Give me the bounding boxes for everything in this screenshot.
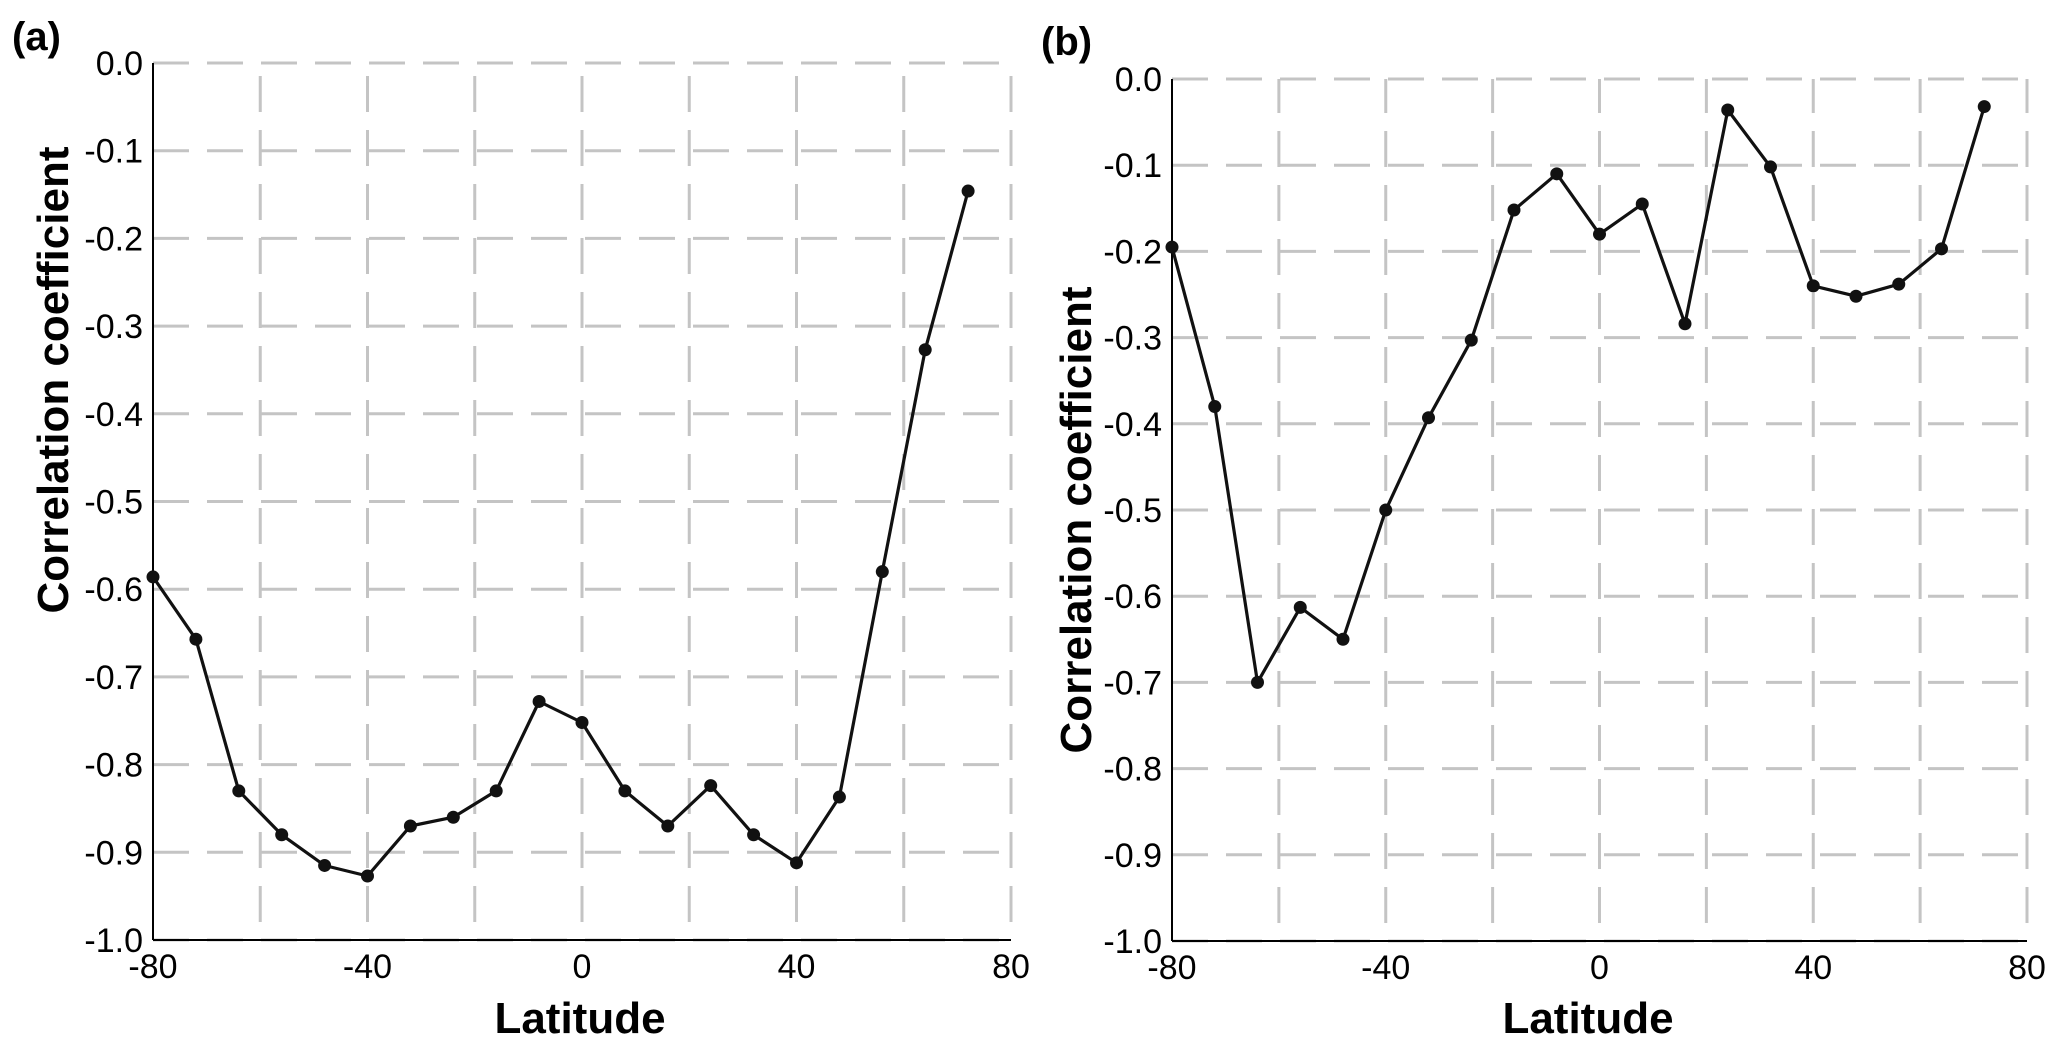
x-tick-label: 40 xyxy=(778,948,816,986)
x-tick-label: -40 xyxy=(343,948,392,986)
data-point xyxy=(1935,242,1948,256)
data-point xyxy=(1635,197,1649,211)
chart-a-svg: (a) Latitude Correlation coefficient 0.0… xyxy=(12,15,1030,1043)
data-point xyxy=(832,790,846,804)
y-tick-label: -0.8 xyxy=(84,747,143,785)
data-point xyxy=(1593,227,1606,241)
y-tick-label: -0.7 xyxy=(84,659,143,697)
x-tick-label: -80 xyxy=(1147,949,1196,987)
data-point xyxy=(361,869,374,883)
x-axis-title-b: Latitude xyxy=(1502,994,1673,1043)
data-point xyxy=(704,779,718,793)
y-tick-label: 0.0 xyxy=(1115,61,1162,99)
y-tick-label: -0.2 xyxy=(84,220,143,258)
y-tick-label: -0.3 xyxy=(84,308,143,346)
data-point xyxy=(1678,317,1692,331)
data-point xyxy=(403,819,417,833)
data-point xyxy=(275,828,289,842)
y-tick-label: -1.0 xyxy=(84,922,143,960)
data-point xyxy=(1550,167,1564,181)
data-point xyxy=(747,828,761,842)
x-tick-label: 0 xyxy=(573,948,592,986)
y-tick-label: 0.0 xyxy=(96,45,143,83)
data-point xyxy=(1977,100,1991,114)
x-axis-title-a: Latitude xyxy=(494,994,665,1043)
data-point xyxy=(1165,240,1179,254)
data-point xyxy=(1721,103,1735,117)
data-point xyxy=(1208,400,1222,414)
data-point xyxy=(318,858,332,872)
data-point xyxy=(1422,411,1435,425)
x-tick-label: 40 xyxy=(1794,949,1832,987)
series-line xyxy=(151,190,970,878)
data-point xyxy=(189,632,203,646)
y-tick-label: -0.6 xyxy=(84,571,143,609)
y-tick-label: -0.1 xyxy=(84,133,143,171)
data-point xyxy=(875,565,889,579)
x-tick-label: 0 xyxy=(1590,949,1609,987)
y-axis-title-a: Correlation coefficient xyxy=(29,146,78,613)
chart-panel-b: (b) Latitude Correlation coefficient 0.0… xyxy=(1033,0,2066,1053)
grid-b xyxy=(1172,77,2029,943)
y-tick-label: -0.3 xyxy=(1103,320,1162,358)
data-point xyxy=(532,694,546,708)
panel-label-a: (a) xyxy=(12,15,61,59)
chart-panel-a: (a) Latitude Correlation coefficient 0.0… xyxy=(0,0,1033,1053)
data-point xyxy=(1507,203,1521,217)
data-point xyxy=(489,784,503,798)
panel-label-b: (b) xyxy=(1041,20,1092,64)
data-point xyxy=(446,810,460,824)
data-point xyxy=(575,716,589,730)
y-tick-label: -0.9 xyxy=(84,834,143,872)
data-point xyxy=(1251,675,1264,689)
data-point xyxy=(618,784,632,798)
y-tick-label: -0.5 xyxy=(1103,492,1162,530)
y-tick-label: -0.2 xyxy=(1103,233,1162,271)
data-point xyxy=(1764,160,1777,174)
y-axis-title-b: Correlation coefficient xyxy=(1052,286,1101,753)
x-tick-label: -80 xyxy=(128,948,177,986)
y-tick-label: -0.9 xyxy=(1103,837,1162,875)
y-tick-label: -0.5 xyxy=(84,484,143,522)
data-point xyxy=(661,819,675,833)
data-point xyxy=(790,856,803,870)
data-point xyxy=(146,570,160,584)
data-point xyxy=(1379,503,1393,517)
data-point xyxy=(232,784,246,798)
data-point xyxy=(961,184,975,198)
y-tick-label: -0.6 xyxy=(1103,578,1162,616)
series-line xyxy=(1170,106,1986,685)
y-tick-label: -0.7 xyxy=(1103,664,1162,702)
x-tick-label: 80 xyxy=(992,948,1030,986)
y-tick-label: -0.8 xyxy=(1103,751,1162,789)
data-point xyxy=(1806,279,1820,293)
y-tick-label: -0.1 xyxy=(1103,147,1162,185)
y-tick-label: -1.0 xyxy=(1103,923,1162,961)
x-tick-label: -40 xyxy=(1361,949,1410,987)
y-tick-label: -0.4 xyxy=(84,396,143,434)
data-point xyxy=(1336,632,1350,646)
data-point xyxy=(1849,289,1863,303)
x-tick-label: 80 xyxy=(2008,949,2046,987)
chart-b-svg: (b) Latitude Correlation coefficient 0.0… xyxy=(1041,20,2046,1043)
data-point xyxy=(918,343,932,357)
data-point xyxy=(1464,333,1478,347)
y-tick-label: -0.4 xyxy=(1103,406,1162,444)
data-point xyxy=(1293,600,1307,614)
grid-a xyxy=(153,61,1013,942)
data-point xyxy=(1892,277,1906,291)
